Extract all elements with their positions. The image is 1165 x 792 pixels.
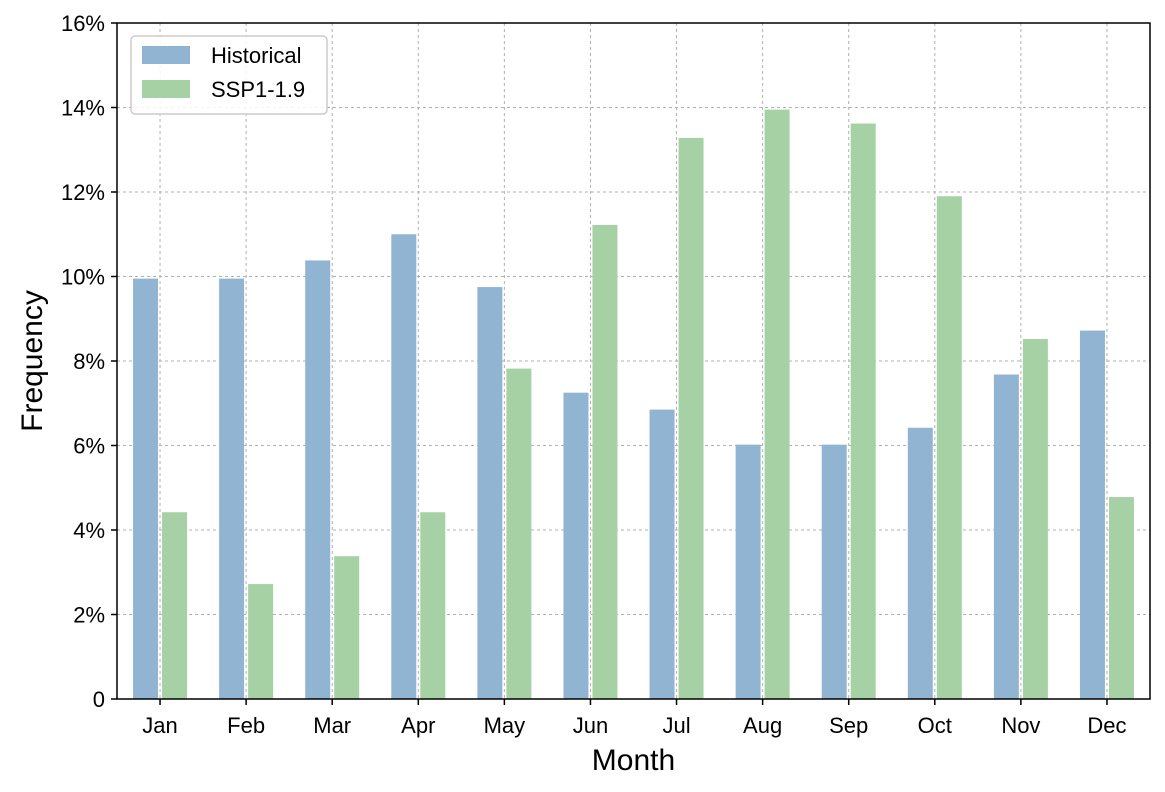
y-tick-label: 16% [61,11,105,36]
bar-ssp1-1-9-may [506,368,532,699]
x-tick-label: Nov [1001,713,1040,738]
bar-ssp1-1-9-jun [592,224,618,699]
y-axis-title: Frequency [16,290,49,432]
bars [133,109,1134,700]
y-tick-label: 12% [61,180,105,205]
bar-historical-aug [735,444,761,699]
y-tick-label: 2% [73,603,105,628]
x-tick-label: Apr [401,713,435,738]
bar-historical-mar [305,260,331,699]
y-tick-label: 14% [61,96,105,121]
y-tick-label: 6% [73,434,105,459]
bar-ssp1-1-9-apr [420,512,446,699]
bar-historical-apr [391,234,417,699]
bar-ssp1-1-9-sep [850,123,876,700]
x-tick-label: Feb [227,713,265,738]
y-axis: 0 2% 4% 6% 8% 10% 12% 14% 16% [61,11,117,712]
x-tick-label: Sep [829,713,868,738]
bar-historical-feb [219,278,245,699]
x-tick-label: Jul [662,713,690,738]
x-tick-label: Oct [918,713,952,738]
x-tick-label: Aug [743,713,782,738]
legend-swatch-historical [142,46,190,64]
x-tick-label: Jan [142,713,177,738]
bar-historical-oct [907,427,933,699]
x-tick-label: Jun [573,713,608,738]
grid [117,23,1150,699]
bar-ssp1-1-9-jul [678,137,704,700]
bar-historical-jan [133,278,159,699]
bar-historical-may [477,287,503,699]
bar-ssp1-1-9-dec [1108,497,1134,699]
bar-ssp1-1-9-aug [764,109,790,700]
bar-ssp1-1-9-nov [1022,339,1048,699]
bar-ssp1-1-9-mar [334,556,360,699]
y-tick-label: 8% [73,349,105,374]
y-tick-label: 10% [61,265,105,290]
bar-ssp1-1-9-jan [162,512,188,699]
bar-historical-sep [821,444,847,699]
legend: Historical SSP1-1.9 [130,35,328,115]
x-tick-label: May [484,713,526,738]
bar-historical-dec [1079,330,1105,699]
x-axis-title: Month [592,744,675,777]
y-tick-label: 0 [93,687,105,712]
legend-label-historical: Historical [211,43,301,68]
x-axis: Jan Feb Mar Apr May Jun Jul Aug Sep Oct Nov Dec [142,699,1127,738]
legend-swatch-ssp1-1-9 [142,80,190,98]
bar-historical-jun [563,392,589,699]
x-tick-label: Mar [313,713,351,738]
legend-label-ssp1-1-9: SSP1-1.9 [211,77,305,102]
bar-historical-jul [649,409,675,699]
bar-ssp1-1-9-oct [936,196,962,699]
bar-historical-nov [993,374,1019,699]
y-tick-label: 4% [73,518,105,543]
x-tick-label: Dec [1087,713,1126,738]
bar-ssp1-1-9-feb [248,584,274,699]
